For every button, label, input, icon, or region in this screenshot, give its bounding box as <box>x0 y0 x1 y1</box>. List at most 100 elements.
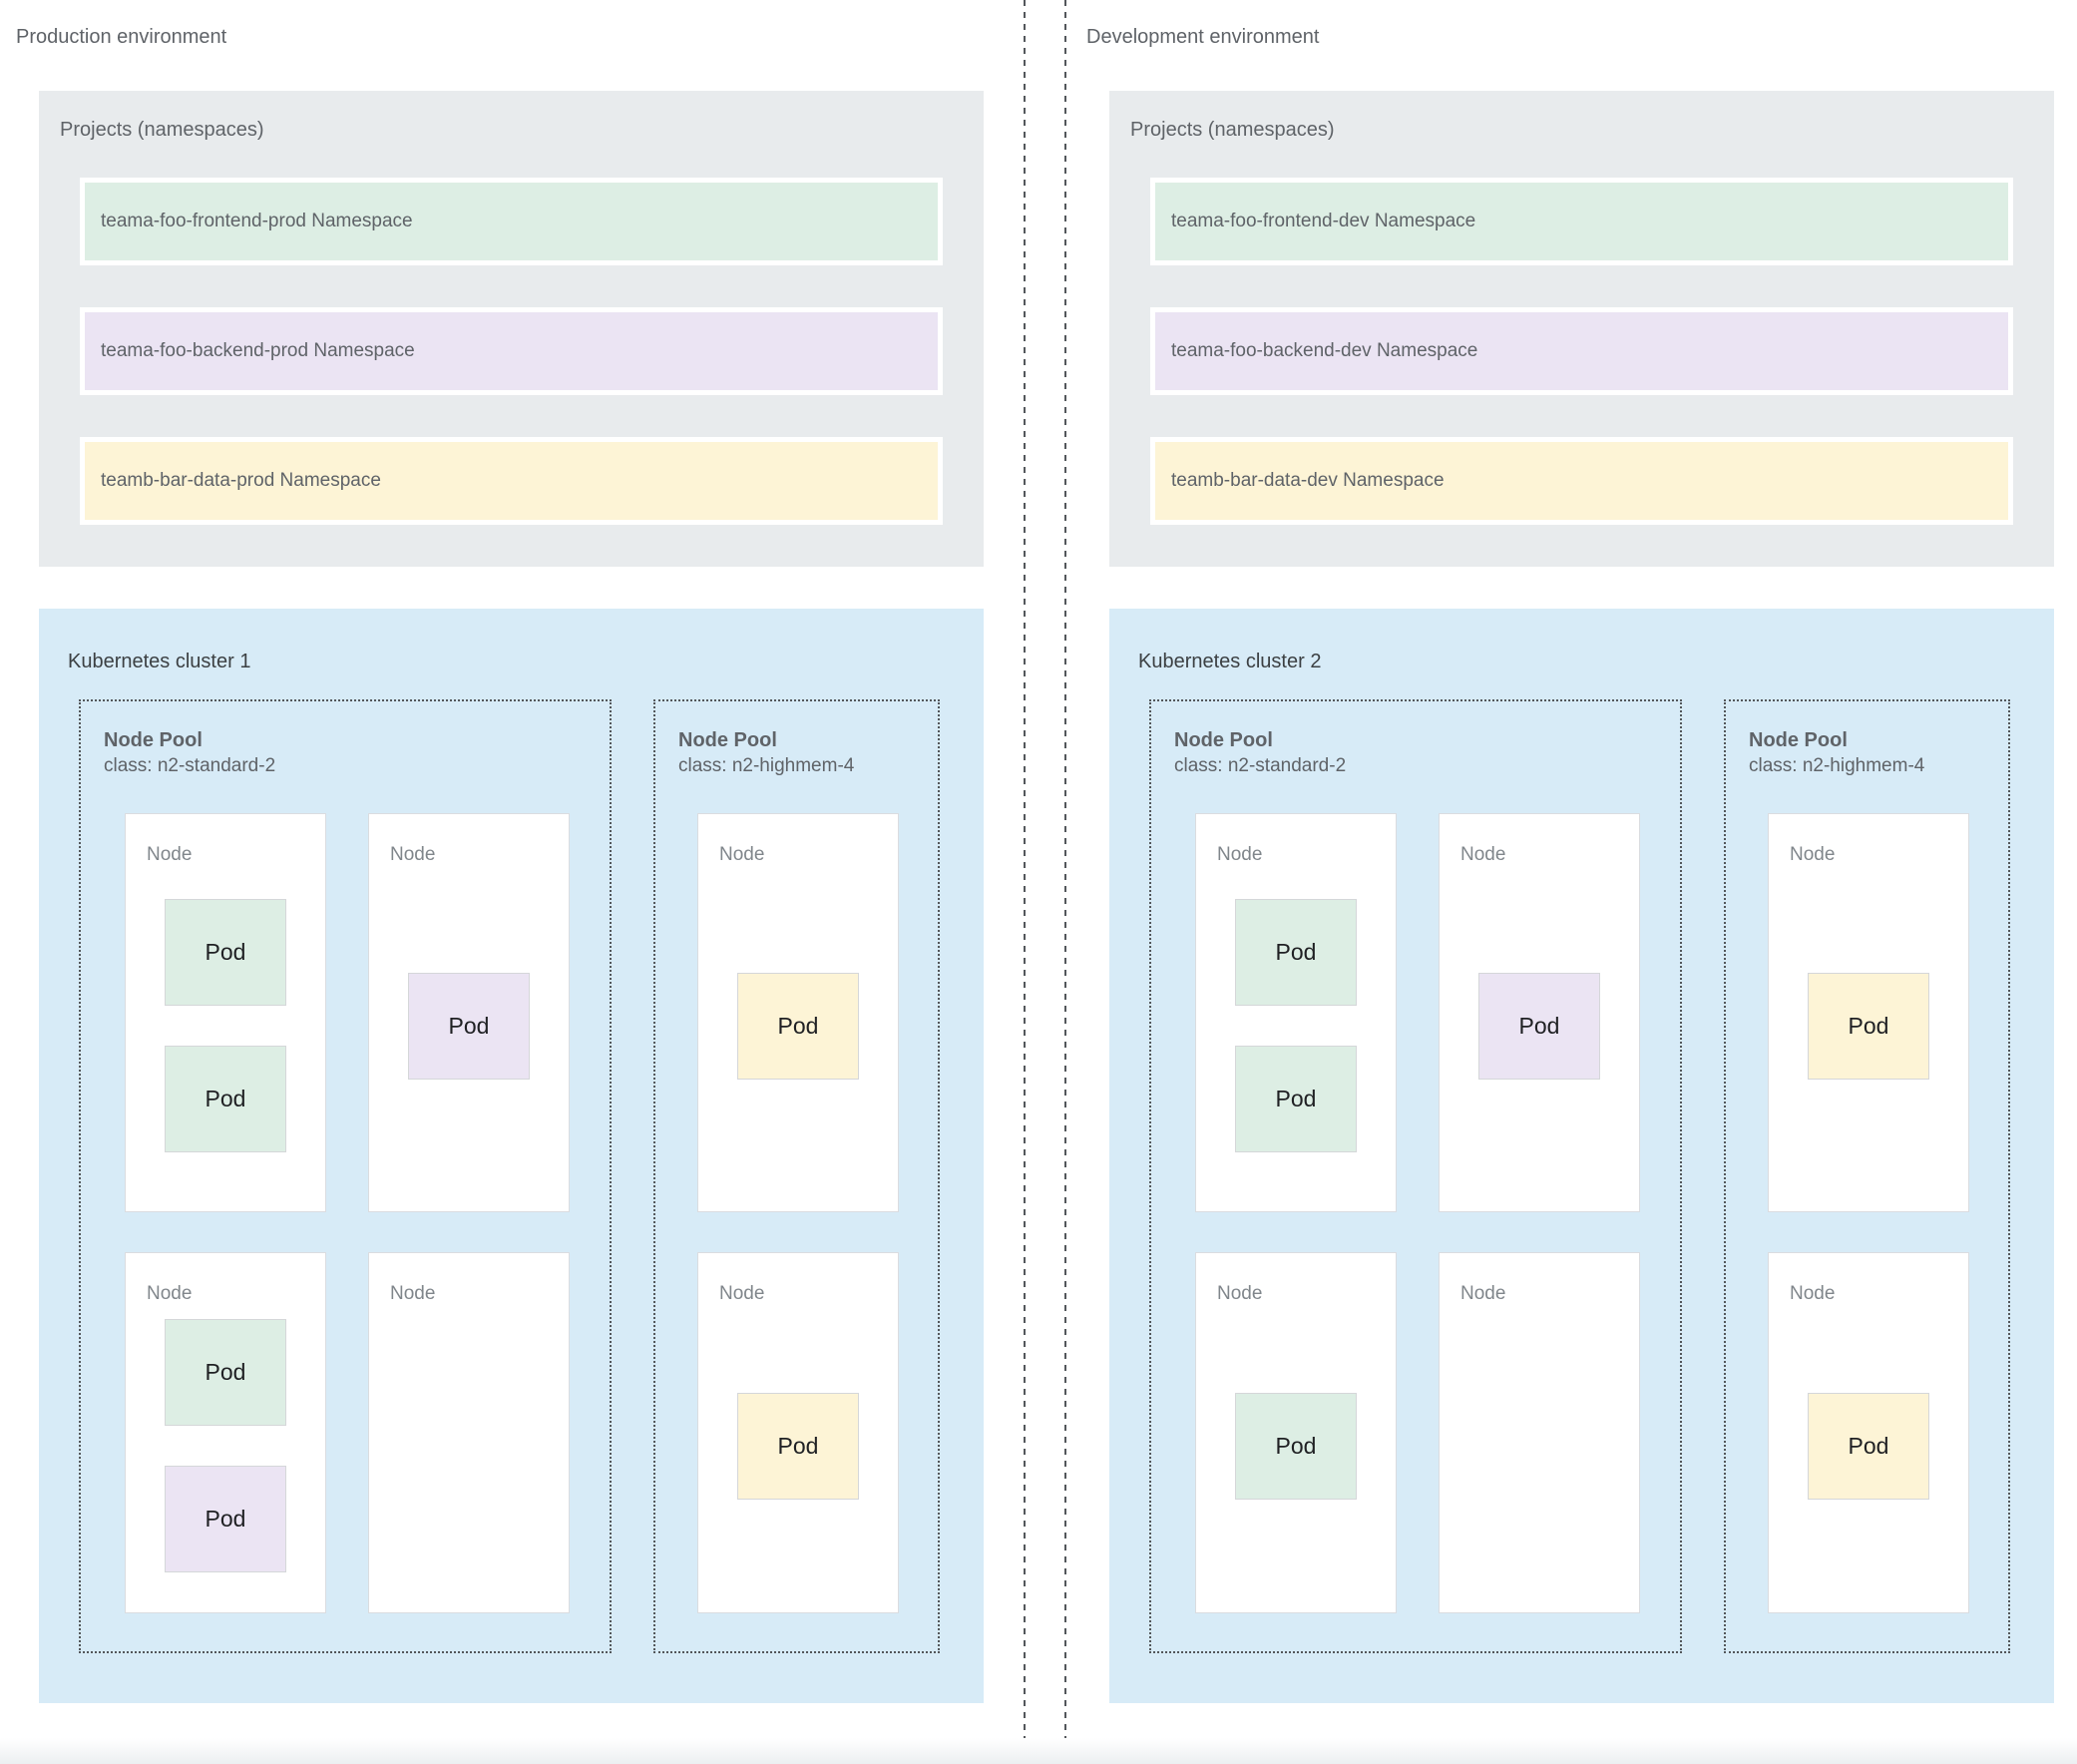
pod-list: Pod Pod <box>126 814 325 1211</box>
namespace-box: teama-foo-frontend-prod Namespace <box>80 178 943 265</box>
node-label: Node <box>147 1283 193 1304</box>
node-pool-n2-standard-2: Node Pool class: n2-standard-2 Node Pod … <box>1149 699 1682 1653</box>
pod-label: Pod <box>205 939 246 965</box>
kubernetes-cluster-panel: Kubernetes cluster 2 Node Pool class: n2… <box>1109 609 2054 1703</box>
page-bottom-strip <box>0 1738 2077 1764</box>
pod-list <box>1440 1253 1639 1612</box>
node-box: Node Pod <box>368 813 570 1212</box>
cluster-title: Kubernetes cluster 1 <box>68 651 251 672</box>
pod-label: Pod <box>205 1086 246 1111</box>
pod-list: Pod <box>369 814 569 1211</box>
pod-label: Pod <box>777 1012 819 1039</box>
projects-namespaces-panel: Projects (namespaces) teama-foo-frontend… <box>1109 91 2054 567</box>
node-label: Node <box>1790 1283 1836 1304</box>
namespace-box: teama-foo-frontend-dev Namespace <box>1150 178 2013 265</box>
namespace-label: teamb-bar-data-prod Namespace <box>101 470 381 491</box>
pod-box: Pod <box>165 899 286 1006</box>
pod-label: Pod <box>205 1506 246 1532</box>
pod-list: Pod <box>698 1253 898 1612</box>
node-pool-class: class: n2-standard-2 <box>1174 755 1347 776</box>
pod-box: Pod <box>1478 972 1600 1080</box>
namespace-box: teamb-bar-data-prod Namespace <box>80 437 943 525</box>
node-pool-class: class: n2-highmem-4 <box>678 755 855 776</box>
pod-box: Pod <box>165 1466 286 1572</box>
pod-label: Pod <box>1275 1086 1317 1111</box>
node-pool-title: Node Pool class: n2-highmem-4 <box>678 727 854 779</box>
namespace-list: teama-foo-frontend-dev Namespace teama-f… <box>1150 178 2013 525</box>
node-label: Node <box>390 844 436 865</box>
kubernetes-cluster-panel: Kubernetes cluster 1 Node Pool class: n2… <box>39 609 984 1703</box>
node-column: Node Pod Node Pod <box>1768 813 1969 1613</box>
node-box: Node Pod <box>1195 1252 1397 1613</box>
node-box: Node <box>1439 1252 1640 1613</box>
node-box: Node Pod <box>1768 1252 1969 1613</box>
node-label: Node <box>719 1283 765 1304</box>
pod-list: Pod <box>698 814 898 1211</box>
environment-divider-line <box>1064 0 1066 1764</box>
node-box: Node Pod <box>1439 813 1640 1212</box>
pod-label: Pod <box>205 1359 246 1385</box>
node-box: Node <box>368 1252 570 1613</box>
pod-box: Pod <box>1235 1392 1357 1500</box>
production-environment-section: Production environment Projects (namespa… <box>16 0 984 1764</box>
namespace-box: teama-foo-backend-dev Namespace <box>1150 307 2013 395</box>
pod-label: Pod <box>448 1012 490 1039</box>
pod-list: Pod Pod <box>126 1253 325 1612</box>
namespace-list: teama-foo-frontend-prod Namespace teama-… <box>80 178 943 525</box>
node-grid: Node Pod Pod Node Pod <box>125 813 570 1613</box>
projects-namespaces-panel: Projects (namespaces) teama-foo-frontend… <box>39 91 984 567</box>
pod-box: Pod <box>737 1392 859 1500</box>
pod-label: Pod <box>1518 1012 1560 1039</box>
node-label: Node <box>1460 1283 1506 1304</box>
node-label: Node <box>390 1283 436 1304</box>
pod-box: Pod <box>165 1046 286 1152</box>
node-pool-title: Node Pool class: n2-standard-2 <box>104 727 275 779</box>
node-label: Node <box>1217 1283 1263 1304</box>
projects-panel-title: Projects (namespaces) <box>60 119 264 141</box>
node-label: Node <box>719 844 765 865</box>
node-grid: Node Pod Pod Node Pod <box>1195 813 1640 1613</box>
node-pool-name: Node Pool <box>678 729 777 751</box>
pod-list: Pod <box>1769 1253 1968 1612</box>
pod-box: Pod <box>1235 1046 1357 1152</box>
node-pool-title: Node Pool class: n2-highmem-4 <box>1749 727 1924 779</box>
node-box: Node Pod Pod <box>125 813 326 1212</box>
environment-divider-line <box>1024 0 1026 1764</box>
pod-label: Pod <box>1275 1432 1317 1459</box>
development-environment-section: Development environment Projects (namesp… <box>1086 0 2054 1764</box>
node-pool-n2-standard-2: Node Pool class: n2-standard-2 Node Pod … <box>79 699 612 1653</box>
namespace-box: teamb-bar-data-dev Namespace <box>1150 437 2013 525</box>
pod-label: Pod <box>1848 1432 1889 1459</box>
pod-list: Pod <box>1196 1253 1396 1612</box>
namespace-label: teama-foo-backend-prod Namespace <box>101 340 415 361</box>
projects-panel-title: Projects (namespaces) <box>1130 119 1335 141</box>
node-pool-n2-highmem-4: Node Pool class: n2-highmem-4 Node Pod N… <box>653 699 940 1653</box>
pod-list: Pod <box>1440 814 1639 1211</box>
node-pool-name: Node Pool <box>1749 729 1848 751</box>
pod-label: Pod <box>1848 1012 1889 1039</box>
pod-box: Pod <box>1808 1392 1929 1500</box>
pod-label: Pod <box>1275 939 1317 965</box>
cluster-title: Kubernetes cluster 2 <box>1138 651 1322 672</box>
node-column: Node Pod Node Pod <box>697 813 899 1613</box>
node-label: Node <box>1217 844 1263 865</box>
node-label: Node <box>1790 844 1836 865</box>
environment-title: Production environment <box>16 26 227 48</box>
node-box: Node Pod <box>1768 813 1969 1212</box>
node-box: Node Pod <box>697 813 899 1212</box>
pod-label: Pod <box>777 1432 819 1459</box>
node-box: Node Pod <box>697 1252 899 1613</box>
pod-box: Pod <box>408 972 530 1080</box>
pod-list: Pod Pod <box>1196 814 1396 1211</box>
namespace-label: teama-foo-frontend-dev Namespace <box>1171 211 1476 231</box>
pod-box: Pod <box>1235 899 1357 1006</box>
node-pool-name: Node Pool <box>1174 729 1273 751</box>
pod-box: Pod <box>737 972 859 1080</box>
pod-box: Pod <box>165 1319 286 1426</box>
node-pool-class: class: n2-standard-2 <box>104 755 276 776</box>
namespace-label: teama-foo-backend-dev Namespace <box>1171 340 1478 361</box>
pod-list <box>369 1253 569 1612</box>
node-pool-n2-highmem-4: Node Pool class: n2-highmem-4 Node Pod N… <box>1724 699 2010 1653</box>
node-pool-name: Node Pool <box>104 729 203 751</box>
node-pool-class: class: n2-highmem-4 <box>1749 755 1925 776</box>
